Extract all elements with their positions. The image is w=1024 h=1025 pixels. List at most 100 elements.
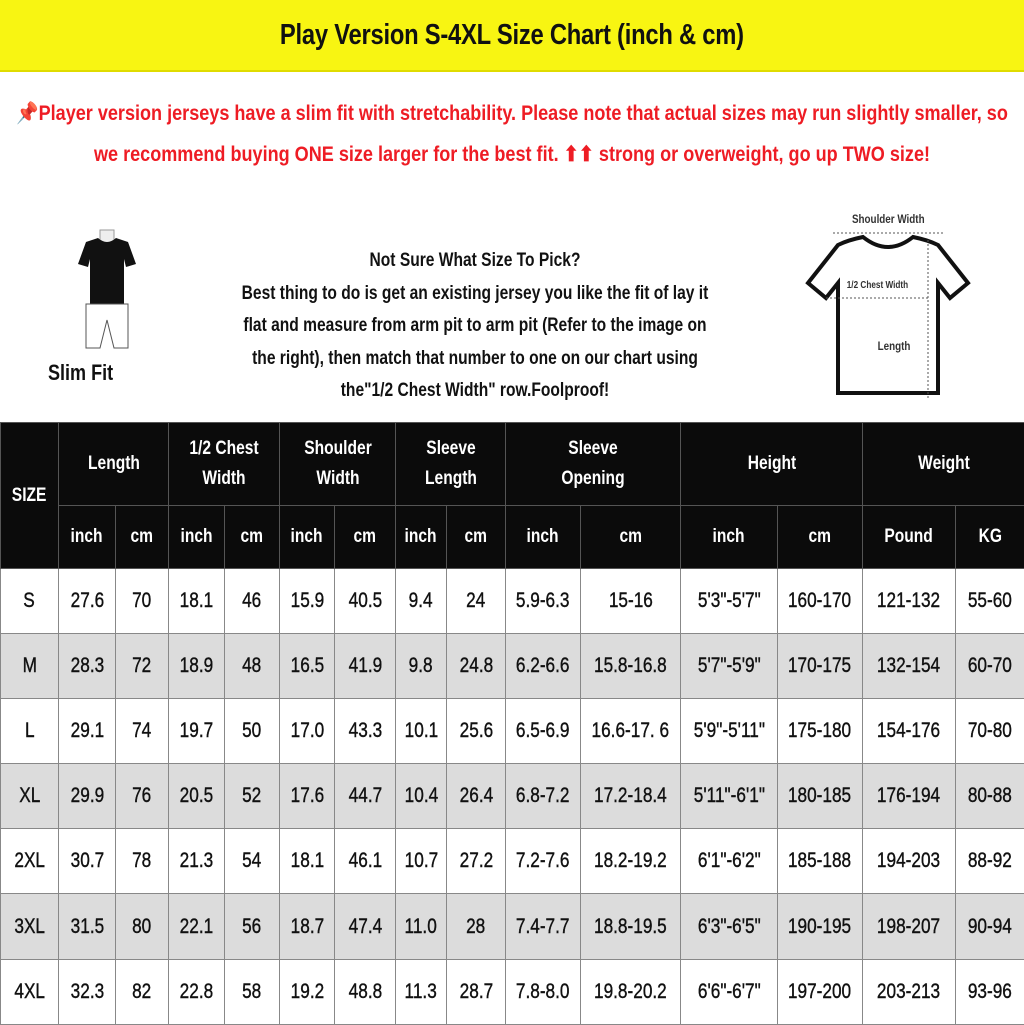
cell-value: 18.7 [290,915,324,939]
table-cell: 80 [116,894,169,959]
cell-value: 88-92 [968,849,1012,873]
table-cell: 70-80 [956,699,1024,764]
cell-value: 9.8 [409,654,433,678]
cell-value: 58 [242,980,261,1004]
table-cell: 19.2 [280,959,335,1024]
table-cell: 17.6 [280,764,335,829]
cell-value: 30.7 [70,849,104,873]
slim-fit-label: Slim Fit [48,360,113,386]
cell-value: 25.6 [459,719,493,743]
unit-header: cm [116,506,169,569]
table-cell: 52 [225,764,280,829]
cell-value: 78 [132,849,151,873]
size-cell: 3XL [1,894,59,959]
table-cell: 76 [116,764,169,829]
cell-value: 19.2 [290,980,324,1004]
table-cell: 190-195 [778,894,863,959]
table-cell: 10.7 [396,829,447,894]
cell-value: 80-88 [968,784,1012,808]
table-cell: 5.9-6.3 [506,569,581,634]
cell-value: 18.2-19.2 [594,849,667,873]
table-cell: 15.8-16.8 [581,634,681,699]
cell-value: 5'3"-5'7" [698,589,761,613]
table-cell: 25.6 [447,699,506,764]
cell-value: 194-203 [877,849,940,873]
length-label: Length [878,339,911,353]
cell-value: 7.8-8.0 [516,980,570,1004]
table-cell: 31.5 [59,894,116,959]
cell-value: 121-132 [877,589,940,613]
cell-value: XL [19,784,40,808]
table-cell: 22.8 [169,959,225,1024]
table-cell: 28 [447,894,506,959]
table-cell: 43.3 [335,699,396,764]
cell-value: 54 [242,849,261,873]
cell-value: 82 [132,980,151,1004]
cell-value: 21.3 [180,849,214,873]
table-cell: 15.9 [280,569,335,634]
shoulder-width-label: Shoulder Width [852,212,925,226]
cell-value: 32.3 [70,980,104,1004]
column-group-label: Sleeve Length [414,434,488,494]
cell-value: M [22,654,36,678]
table-cell: 72 [116,634,169,699]
unit-label: KG [978,526,1001,548]
table-cell: 6.2-6.6 [506,634,581,699]
unit-label: cm [465,526,488,548]
table-cell: 154-176 [863,699,956,764]
table-cell: 54 [225,829,280,894]
cell-value: 27.6 [70,589,104,613]
table-cell: 47.4 [335,894,396,959]
pushpin-icon: 📌 [16,102,38,125]
cell-value: 18.8-19.5 [594,915,667,939]
chest-width-label: 1/2 Chest Width [847,280,908,291]
cell-value: 6'1"-6'2" [698,849,761,873]
table-cell: 9.4 [396,569,447,634]
size-header: SIZE [1,423,59,569]
advice-line: flat and measure from arm pit to arm pit… [217,310,734,343]
cell-value: 5'11"-6'1" [693,784,764,808]
cell-value: 15.8-16.8 [594,654,667,678]
table-cell: 11.0 [396,894,447,959]
table-cell: 19.8-20.2 [581,959,681,1024]
cell-value: 10.4 [404,784,438,808]
advice-line: Best thing to do is get an existing jers… [217,278,734,311]
cell-value: 17.6 [290,784,324,808]
cell-value: 190-195 [788,915,851,939]
cell-value: 70 [132,589,151,613]
advice-heading: Not Sure What Size To Pick? [217,245,734,278]
size-cell: 2XL [1,829,59,894]
table-cell: 5'7"-5'9" [681,634,778,699]
unit-header: inch [681,506,778,569]
cell-value: 15-16 [608,589,652,613]
table-cell: 55-60 [956,569,1024,634]
column-group-label: 1/2 Chest Width [187,434,261,494]
cell-value: 154-176 [877,719,940,743]
cell-value: 70-80 [968,719,1012,743]
table-cell: 70 [116,569,169,634]
cell-value: 132-154 [877,654,940,678]
cell-value: 28.3 [70,654,104,678]
table-cell: 170-175 [778,634,863,699]
table-cell: 16.5 [280,634,335,699]
unit-label: inch [71,526,103,548]
cell-value: 5.9-6.3 [516,589,570,613]
table-cell: 21.3 [169,829,225,894]
unit-label: cm [619,526,642,548]
cell-value: 46 [242,589,261,613]
cell-value: 16.6-17. 6 [592,719,670,743]
cell-value: S [24,589,35,613]
table-cell: 20.5 [169,764,225,829]
unit-label: cm [354,526,377,548]
title-banner: Play Version S-4XL Size Chart (inch & cm… [0,0,1024,72]
cell-value: 90-94 [968,915,1012,939]
table-cell: 56 [225,894,280,959]
cell-value: 185-188 [788,849,851,873]
table-cell: 18.1 [280,829,335,894]
unit-header: cm [447,506,506,569]
measurement-diagram: Shoulder Width 1/2 Chest Width Length [798,210,978,410]
cell-value: 18.9 [180,654,214,678]
